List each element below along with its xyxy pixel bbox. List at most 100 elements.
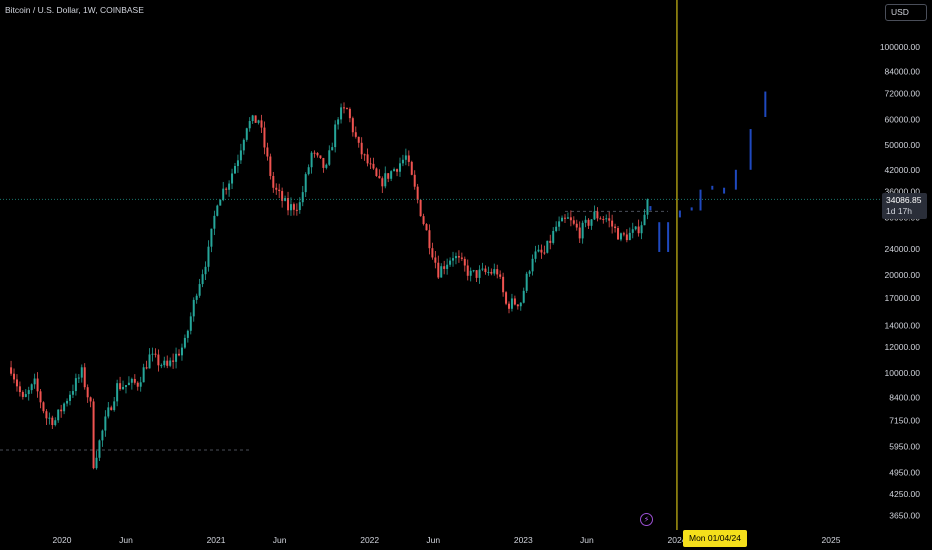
candle-body	[272, 175, 275, 188]
candle-body	[225, 188, 228, 190]
candle	[416, 183, 419, 204]
candle-body	[319, 155, 322, 159]
candle	[581, 220, 584, 244]
candle	[596, 207, 599, 222]
candle-body	[631, 229, 634, 233]
candle	[590, 219, 593, 230]
candle-body	[180, 347, 183, 356]
candle-body	[410, 161, 413, 175]
candle-body	[228, 183, 231, 190]
candle-body	[301, 192, 304, 203]
candle	[634, 226, 637, 231]
candle-body	[387, 173, 390, 179]
candle	[304, 172, 307, 197]
candle	[219, 199, 222, 206]
candle-body	[292, 204, 295, 210]
candle-body	[340, 107, 343, 120]
candle-body	[478, 269, 481, 278]
candle	[98, 439, 101, 462]
candle-body	[469, 270, 472, 276]
candle	[201, 269, 204, 288]
candle-body	[251, 115, 254, 122]
candle	[54, 417, 57, 427]
price-axis-label: 3650.00	[889, 511, 920, 521]
candle-body	[10, 367, 13, 374]
time-axis-label: 2020	[53, 535, 72, 545]
candle-body	[584, 219, 587, 223]
price-axis[interactable]: 100000.00 84000.00 72000.00 60000.00 50000.0…	[880, 42, 920, 521]
candle	[555, 221, 558, 233]
projection-bar	[764, 91, 767, 117]
candle-body	[130, 378, 133, 383]
candle	[21, 390, 24, 400]
candle	[204, 261, 207, 281]
projection-bars	[649, 91, 767, 252]
candle	[457, 250, 460, 263]
candle	[136, 381, 139, 391]
candle-body	[263, 127, 266, 148]
price-axis-label: 12000.00	[885, 342, 921, 352]
candle	[133, 374, 136, 385]
candle-body	[475, 270, 478, 278]
candle	[437, 255, 440, 279]
candle-body	[345, 108, 348, 110]
projection-bar	[699, 189, 702, 211]
candle-body	[71, 391, 74, 395]
candle	[236, 154, 239, 173]
bar-countdown: 1d 17h	[886, 206, 912, 216]
candle-body	[80, 367, 83, 378]
candle-body	[363, 154, 366, 156]
candle-body	[516, 304, 519, 307]
candle-body	[313, 152, 316, 154]
candle	[413, 170, 416, 190]
candle	[284, 195, 287, 202]
projection-bar	[723, 187, 726, 194]
price-axis-label: 42000.00	[885, 165, 921, 175]
candle-body	[107, 407, 110, 417]
candle	[80, 364, 83, 383]
candle	[272, 171, 275, 193]
candle	[331, 142, 334, 151]
candle	[558, 216, 561, 231]
candle-body	[89, 397, 92, 402]
candle-body	[446, 264, 449, 269]
candle-body	[369, 163, 372, 165]
candle	[289, 197, 292, 216]
candle	[625, 229, 628, 243]
candle	[390, 170, 393, 182]
candle-body	[45, 411, 48, 419]
projection-bar	[749, 129, 752, 170]
candle-body	[643, 214, 646, 226]
candle	[313, 150, 316, 158]
candle	[210, 228, 213, 253]
candle-body	[86, 387, 89, 398]
candle-body	[172, 360, 175, 362]
candle-body	[15, 379, 18, 387]
price-axis-label: 36000.00	[885, 187, 921, 197]
candle	[10, 360, 13, 376]
currency-button[interactable]: USD	[885, 4, 927, 21]
projection-bar	[649, 206, 652, 211]
lightning-icon[interactable]: ⚡	[640, 513, 653, 526]
price-axis-label: 20000.00	[885, 270, 921, 280]
candle-body	[236, 160, 239, 167]
candle	[104, 410, 107, 437]
candle-body	[443, 266, 446, 269]
candle-body	[555, 226, 558, 231]
candle-body	[398, 163, 401, 172]
candle-body	[287, 198, 290, 211]
candle-body	[213, 215, 216, 229]
candle	[145, 360, 148, 370]
candle-body	[166, 360, 169, 366]
candle-body	[413, 174, 416, 187]
candle-body	[549, 240, 552, 243]
candle-body	[484, 268, 487, 273]
candle-body	[617, 228, 620, 240]
candle-body	[381, 178, 384, 187]
time-axis[interactable]: 2020 Jun 2021 Jun 2022 Jun 2023 Jun 2024 2025	[53, 535, 841, 545]
candle	[522, 287, 525, 304]
candle-body	[39, 391, 42, 403]
candle-body	[98, 440, 101, 458]
candle-body	[266, 147, 269, 157]
